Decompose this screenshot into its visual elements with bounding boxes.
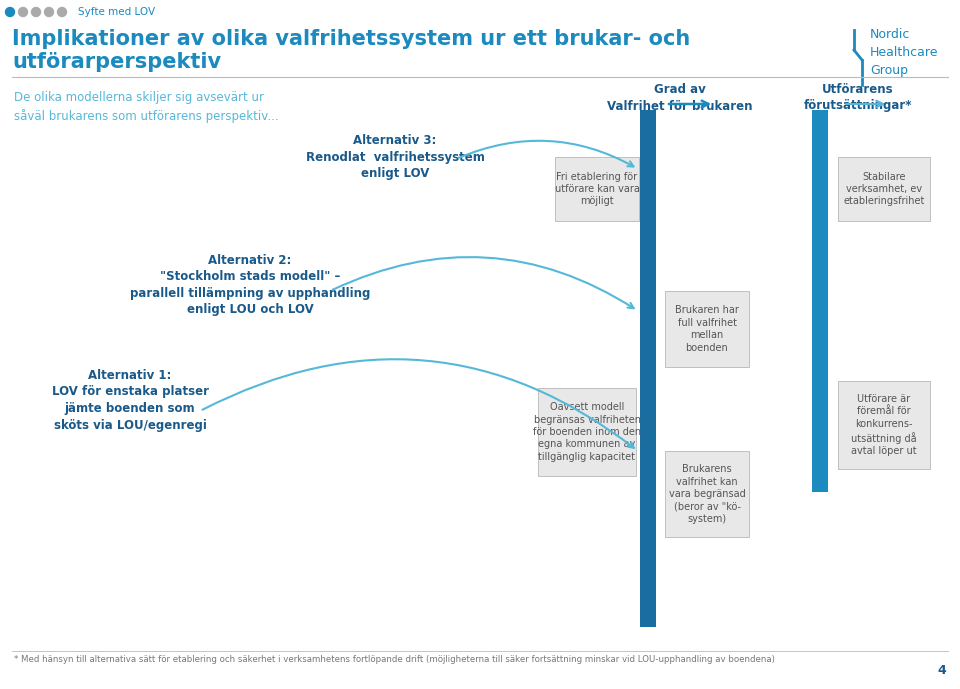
Text: Utförarens
förutsättningar*: Utförarens förutsättningar* <box>804 83 912 112</box>
FancyBboxPatch shape <box>838 157 930 221</box>
Text: Implikationer av olika valfrihetssystem ur ett brukar- och: Implikationer av olika valfrihetssystem … <box>12 29 690 49</box>
Text: Alternativ 1:
LOV för enstaka platser
jämte boenden som
sköts via LOU/egenregi: Alternativ 1: LOV för enstaka platser jä… <box>52 369 208 431</box>
Text: Nordic
Healthcare
Group: Nordic Healthcare Group <box>870 28 939 77</box>
FancyBboxPatch shape <box>538 388 636 476</box>
Circle shape <box>18 8 28 17</box>
Text: * Med hänsyn till alternativa sätt för etablering och säkerhet i verksamhetens f: * Med hänsyn till alternativa sätt för e… <box>14 655 775 664</box>
Text: 4: 4 <box>937 664 946 677</box>
Bar <box>812 110 828 492</box>
Circle shape <box>44 8 54 17</box>
FancyArrowPatch shape <box>203 359 634 448</box>
Text: Fri etablering för
utförare kan vara
möjligt: Fri etablering för utförare kan vara möj… <box>555 172 639 207</box>
FancyBboxPatch shape <box>838 381 930 469</box>
Circle shape <box>58 8 66 17</box>
Text: Alternativ 3:
Renodlat  valfrihetssystem
enligt LOV: Alternativ 3: Renodlat valfrihetssystem … <box>305 134 485 180</box>
FancyArrowPatch shape <box>459 141 634 167</box>
Circle shape <box>6 8 14 17</box>
Text: Brukaren har
full valfrihet
mellan
boenden: Brukaren har full valfrihet mellan boend… <box>675 305 739 353</box>
Text: De olika modellerna skiljer sig avsevärt ur
såväl brukarens som utförarens persp: De olika modellerna skiljer sig avsevärt… <box>14 91 278 123</box>
Text: Alternativ 2:
"Stockholm stads modell" –
parallell tillämpning av upphandling
en: Alternativ 2: "Stockholm stads modell" –… <box>130 254 371 316</box>
Text: Stabilare
verksamhet, ev
etableringsfrihet: Stabilare verksamhet, ev etableringsfrih… <box>843 172 924 207</box>
Circle shape <box>32 8 40 17</box>
Text: Syfte med LOV: Syfte med LOV <box>78 7 156 17</box>
Text: Oavsett modell
begränsas valfriheten
för boenden inom den
egna kommunen av
tillg: Oavsett modell begränsas valfriheten för… <box>533 402 641 462</box>
Bar <box>640 110 656 627</box>
FancyBboxPatch shape <box>665 291 749 367</box>
FancyBboxPatch shape <box>665 451 749 537</box>
FancyBboxPatch shape <box>555 157 639 221</box>
Text: Utförare är
föremål för
konkurrens-
utsättning då
avtal löper ut: Utförare är föremål för konkurrens- utsä… <box>852 394 917 456</box>
Text: utförarperspektiv: utförarperspektiv <box>12 52 221 72</box>
Text: Grad av
Valfrihet för brukaren: Grad av Valfrihet för brukaren <box>608 83 753 112</box>
Text: Brukarens
valfrihet kan
vara begränsad
(beror av "kö-
system): Brukarens valfrihet kan vara begränsad (… <box>668 464 745 524</box>
FancyArrowPatch shape <box>332 257 634 308</box>
